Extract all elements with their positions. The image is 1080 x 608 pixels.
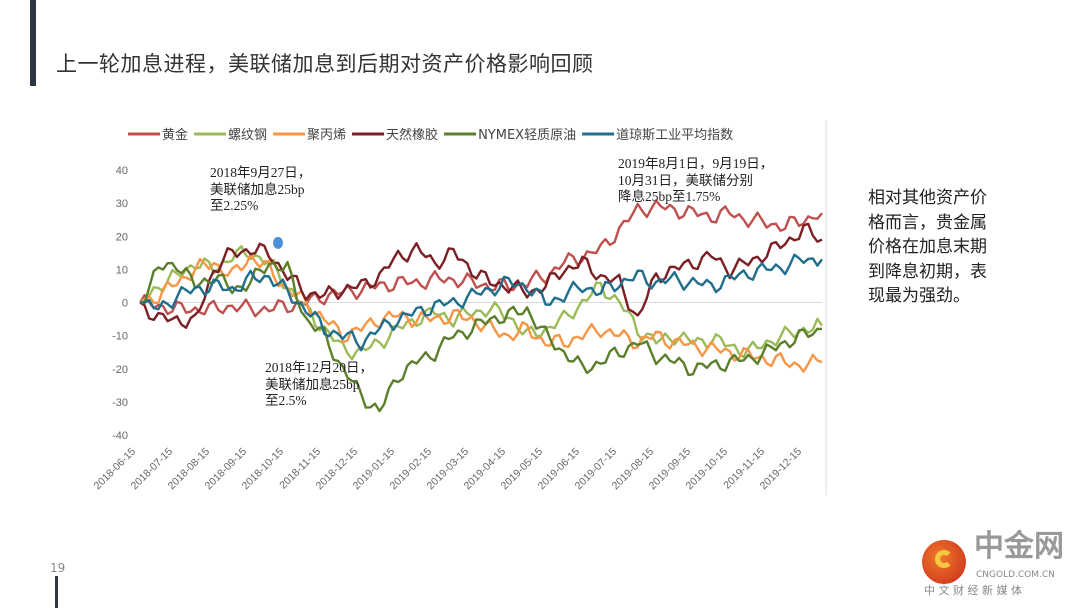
y-tick-label: -10 [112, 331, 128, 343]
title-accent-bar [30, 0, 36, 86]
page-number: 19 [50, 561, 66, 575]
logo-emblem-icon [922, 540, 966, 584]
page-title: 上一轮加息进程，美联储加息到后期对资产价格影响回顾 [56, 52, 594, 76]
logo-tagline: 中 文 财 经 新 媒 体 [924, 584, 1022, 597]
series-line-4 [139, 260, 823, 413]
y-tick-label: -30 [112, 397, 128, 409]
y-tick-label: 0 [122, 298, 128, 310]
side-commentary: 相对其他资产价 格而言，贵金属 价格在加息末期 到降息初期，表 现最为强劲。 [868, 188, 987, 306]
y-tick-label: 30 [116, 198, 128, 210]
logo-name: 中金网 [974, 529, 1064, 564]
series-line-2 [139, 253, 823, 373]
footer-accent-bar [55, 576, 58, 608]
annotation-rate-cuts-2019: 2019年8月1日，9月19日， 10月31日，美联储分别 降息25bp至1.75% [618, 156, 774, 204]
legend-label: 螺纹钢 [228, 128, 267, 143]
legend-label: 聚丙烯 [307, 128, 346, 143]
legend-label: 道琼斯工业平均指数 [616, 128, 733, 143]
y-tick-label: 20 [116, 231, 128, 243]
y-tick-label: -40 [112, 430, 128, 442]
y-tick-label: -20 [112, 364, 128, 376]
legend-label: 天然橡胶 [386, 127, 438, 143]
y-tick-label: 40 [116, 165, 128, 177]
legend-label: 黄金 [162, 127, 188, 143]
logo-url: CNGOLD.COM.CN [976, 570, 1055, 580]
series-line-0 [138, 199, 823, 318]
annotation-rate-hike-sep-2018: 2018年9月27日， 美联储加息25bp 至2.25% [210, 165, 312, 213]
rate-hike-marker [273, 236, 283, 249]
legend-label: NYMEX轻质原油 [478, 128, 576, 143]
series-line-3 [139, 222, 823, 329]
y-tick-label: 10 [116, 264, 128, 276]
series-line-5 [139, 253, 823, 352]
annotation-rate-hike-dec-2018: 2018年12月20日， 美联储加息25bp 至2.5% [265, 360, 373, 408]
